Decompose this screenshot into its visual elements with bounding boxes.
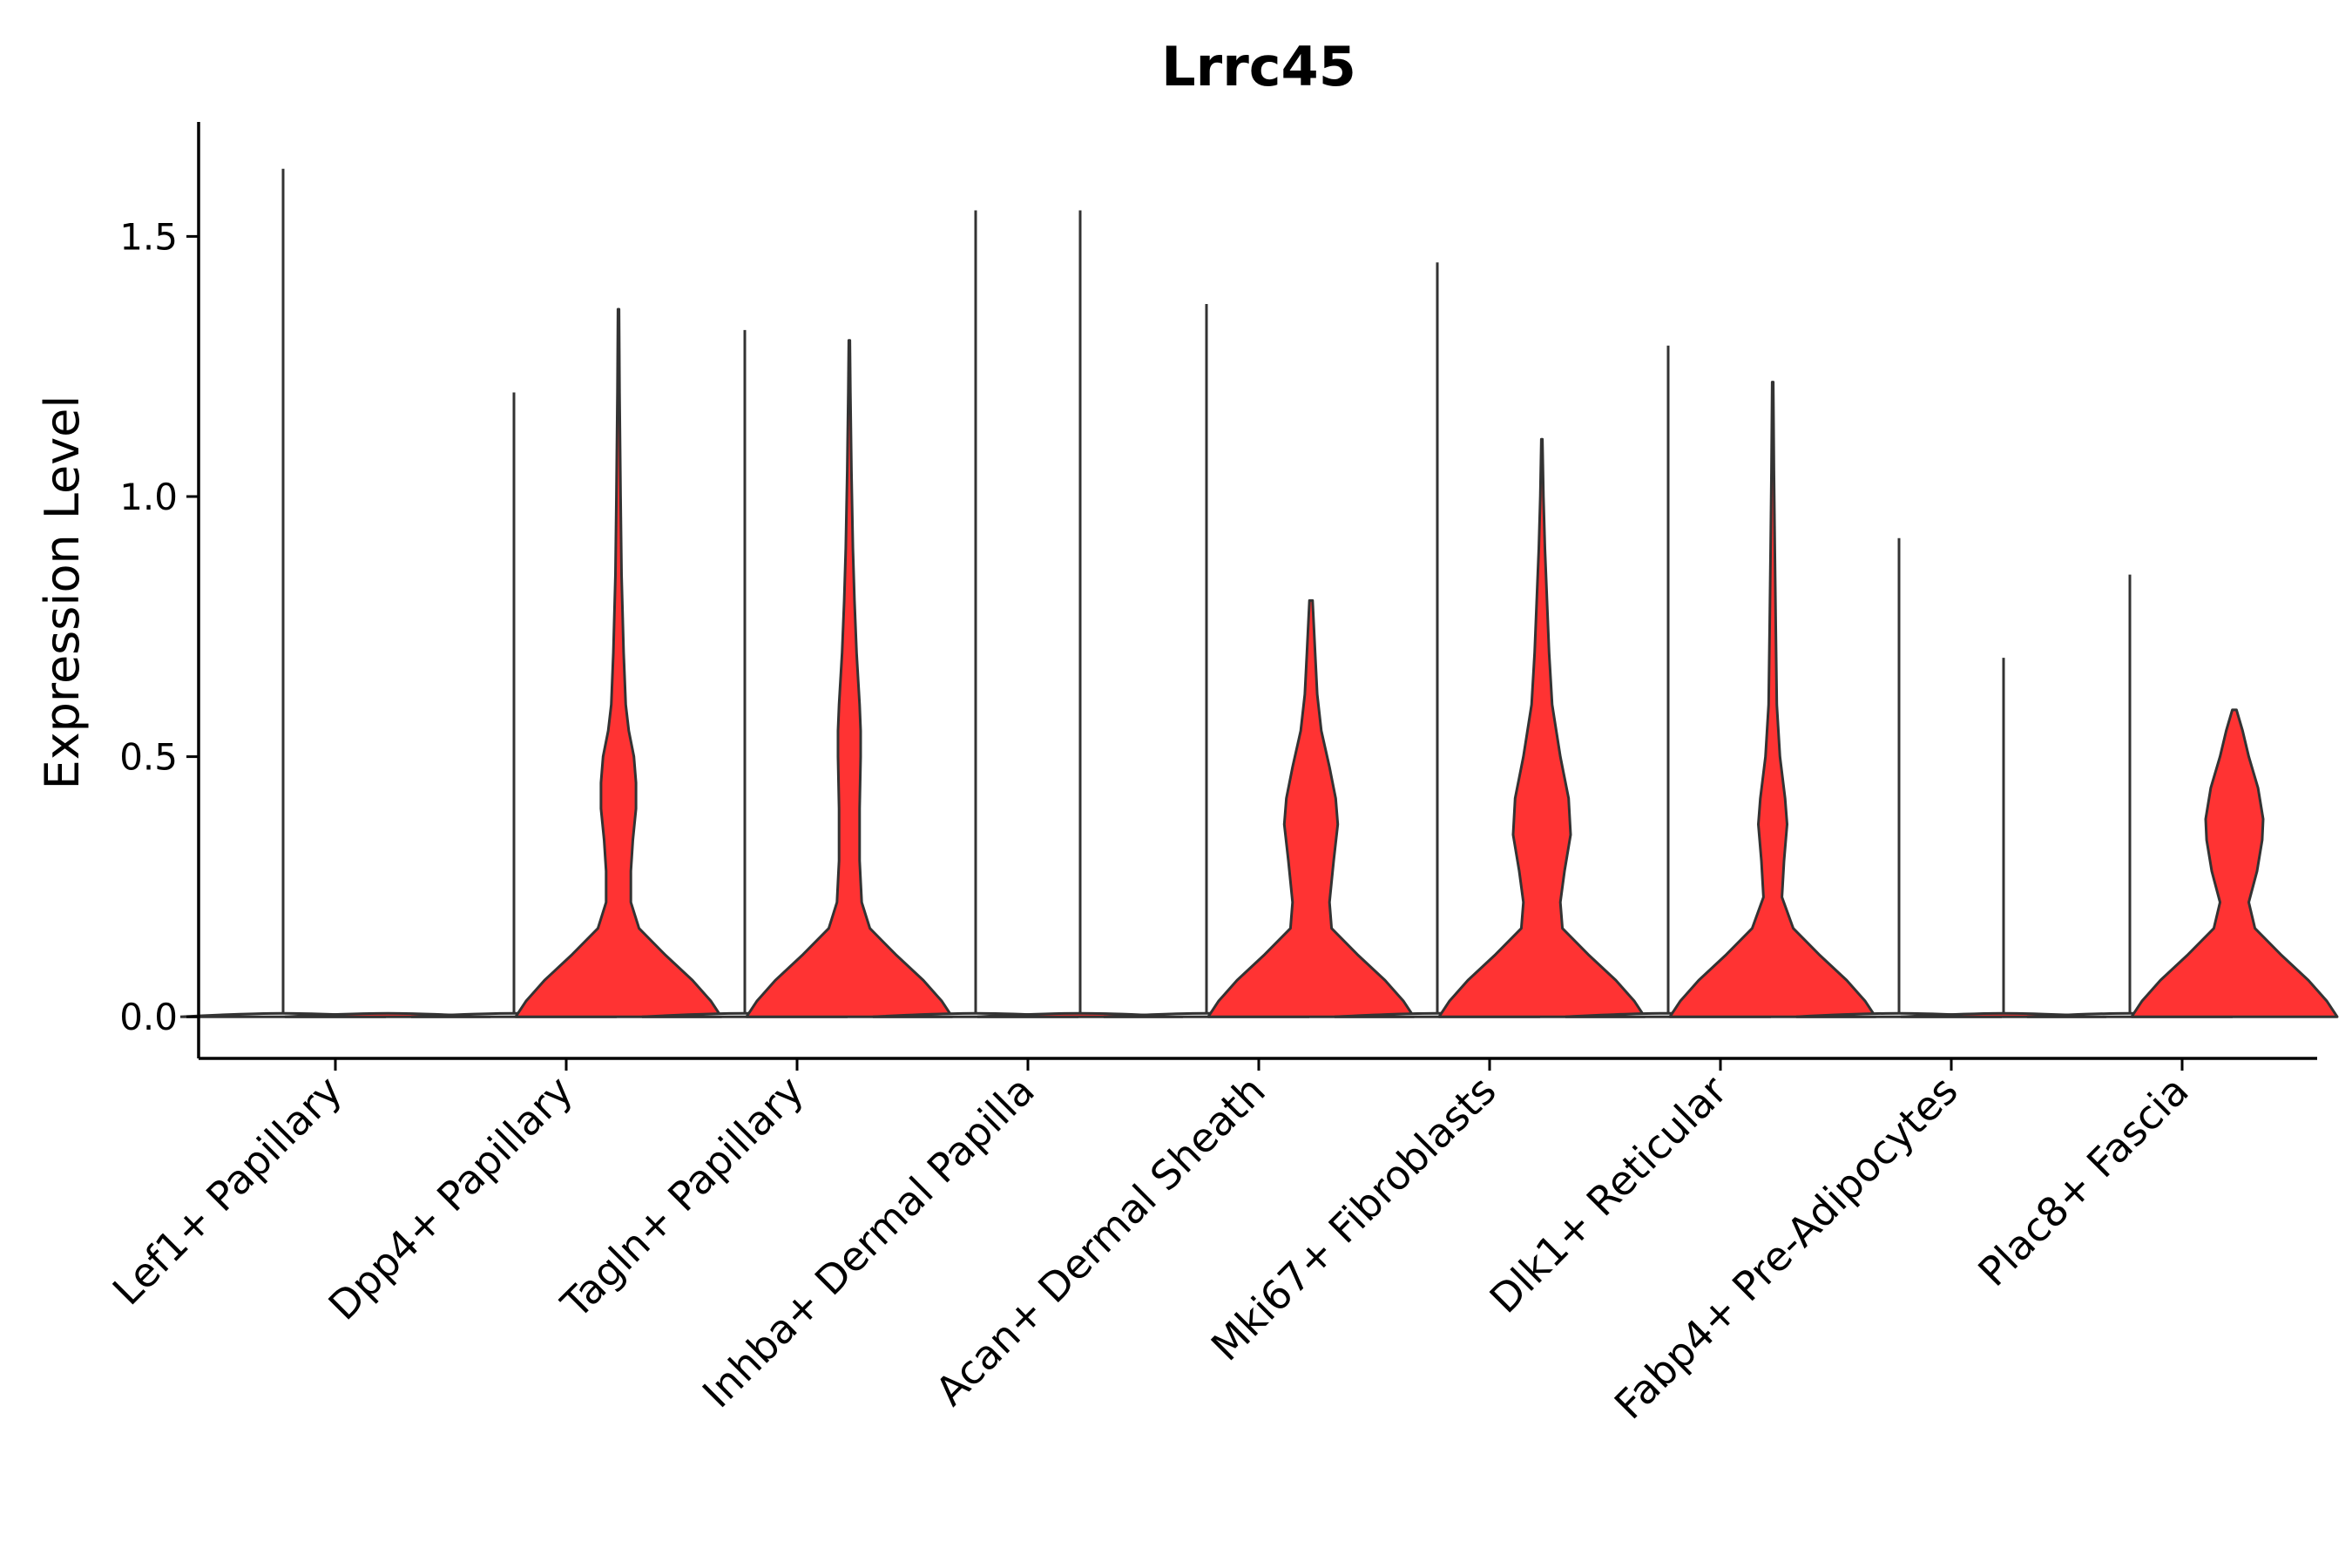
violin-group — [1668, 381, 1877, 1018]
x-tick-label: Dlk1+ Reticular — [1481, 1067, 1736, 1322]
violin-mark — [745, 339, 954, 1018]
violin-group — [977, 210, 1184, 1018]
x-tick-label: Tagln+ Papillary — [551, 1067, 813, 1328]
violin-mark — [514, 308, 723, 1018]
x-tick-label: Plac8+ Fascia — [1969, 1067, 2197, 1295]
y-tick-label: 0.0 — [119, 996, 178, 1038]
violin-group — [1334, 262, 1541, 1018]
y-axis-label: Expression Level — [35, 395, 90, 790]
y-axis-ticks: 0.0 0.5 1.0 1.5 — [119, 215, 199, 1038]
violin-group — [745, 339, 954, 1018]
violin-group — [1437, 437, 1646, 1018]
y-tick-label: 1.0 — [119, 476, 178, 518]
violin-group — [1103, 304, 1310, 1018]
violin-group — [179, 168, 387, 1018]
violin-group — [641, 329, 848, 1018]
violin-group — [1206, 598, 1416, 1018]
y-tick-label: 1.5 — [119, 215, 178, 258]
violin-group — [1795, 537, 2003, 1018]
violin-group — [514, 308, 723, 1018]
violin-group — [872, 210, 1079, 1018]
violin-group — [1565, 345, 1772, 1018]
violin-mark — [1668, 381, 1877, 1018]
violin-mark — [1206, 598, 1416, 1018]
violins-layer — [179, 168, 2339, 1018]
x-tick-label: Lef1+ Papillary — [104, 1067, 351, 1315]
violin-mark — [2130, 708, 2339, 1018]
x-tick-label: Dpp4+ Papillary — [320, 1067, 582, 1329]
violin-group — [1900, 658, 2107, 1018]
y-tick-label: 0.5 — [119, 736, 178, 779]
violin-group — [2130, 708, 2339, 1018]
violin-mark — [1437, 437, 1646, 1018]
violin-group — [410, 392, 618, 1018]
chart-title: Lrrc45 — [1161, 35, 1356, 98]
